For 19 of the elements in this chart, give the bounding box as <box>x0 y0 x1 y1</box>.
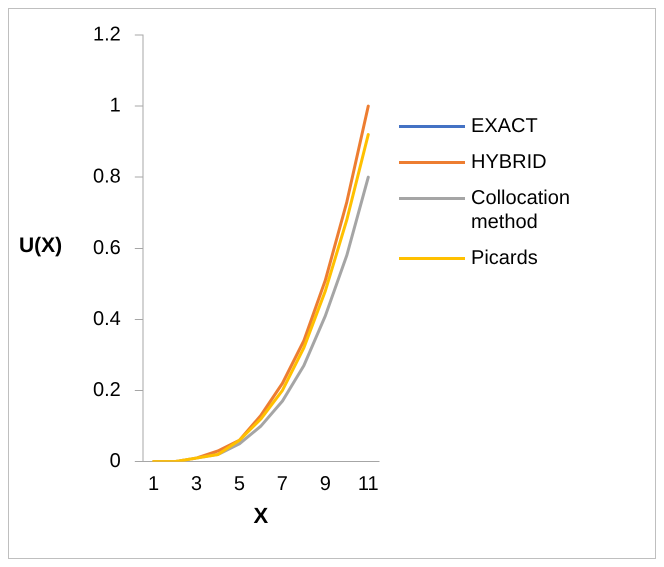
legend-label: EXACT <box>471 114 539 138</box>
y-tick-label: 1 <box>110 94 121 117</box>
y-tick-label: 0.6 <box>92 236 121 259</box>
y-axis-title: U(X) <box>19 234 62 258</box>
y-tick-label: 1.2 <box>92 24 121 46</box>
y-tick-label: 0.8 <box>92 166 121 188</box>
legend-label: Picards <box>471 246 539 270</box>
x-tick-label: 11 <box>358 473 379 496</box>
x-tick-label: 9 <box>320 473 331 496</box>
x-tick-label: 3 <box>190 473 202 496</box>
y-tick-label: 0.2 <box>92 379 121 402</box>
y-tick-label: 0 <box>110 450 121 472</box>
x-tick-label: 5 <box>234 473 245 496</box>
legend-label: HYBRID <box>471 150 548 174</box>
x-tick-label: 1 <box>148 473 160 496</box>
x-axis-title: X <box>254 502 269 528</box>
legend-label: Collocation method <box>471 186 571 234</box>
x-tick-label: 7 <box>276 473 288 496</box>
y-tick-label: 0.4 <box>92 308 121 330</box>
